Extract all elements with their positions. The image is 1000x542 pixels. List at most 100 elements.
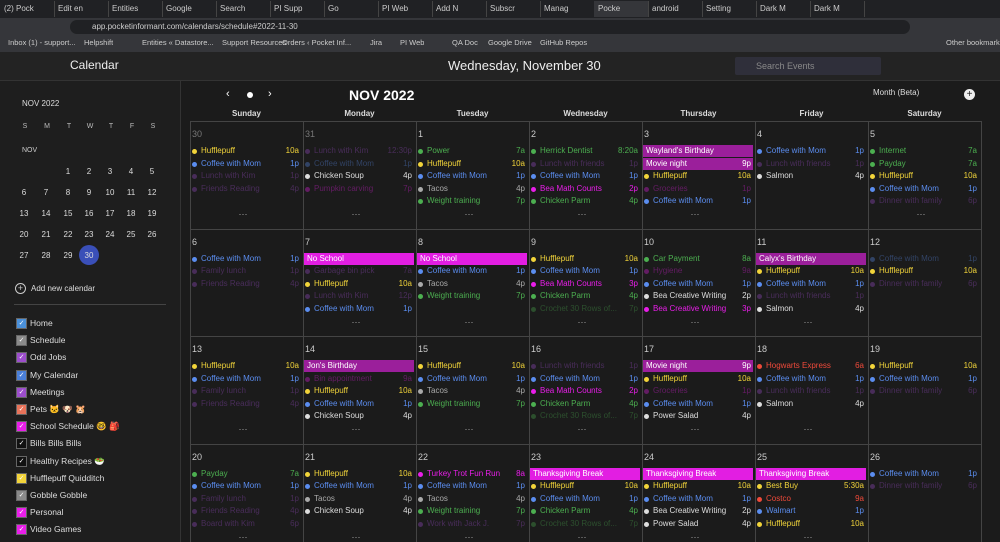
bookmark[interactable]: Google Drive	[488, 38, 532, 47]
all-day-event[interactable]: No School	[304, 252, 414, 265]
event[interactable]: Pumpkin carving 7p	[304, 183, 414, 195]
event[interactable]: Coffee with Mom 1p	[191, 253, 301, 265]
event[interactable]: Hufflepuff 10a	[530, 253, 640, 265]
more-events[interactable]: ···	[464, 316, 474, 327]
mini-day[interactable]: 8	[65, 188, 71, 197]
event[interactable]: Hufflepuff 10a	[304, 278, 414, 290]
browser-tab[interactable]: Go	[324, 1, 379, 17]
all-day-event[interactable]: Movie night 9p	[643, 157, 753, 170]
event[interactable]: Lunch with Kim 12:30p	[304, 145, 414, 157]
event[interactable]: Chicken Soup 4p	[304, 410, 414, 422]
event[interactable]: Tacos 4p	[417, 385, 527, 397]
calendar-checkbox[interactable]: ✓	[16, 524, 27, 536]
browser-tab[interactable]: Dark M	[756, 1, 811, 17]
event[interactable]: Crochet 30 Rows of... 7p	[530, 410, 640, 422]
event[interactable]: Chicken Parm 4p	[530, 398, 640, 410]
event[interactable]: Tacos 4p	[417, 493, 527, 505]
event[interactable]: Tacos 4p	[417, 278, 527, 290]
next-button[interactable]: ›	[268, 88, 272, 100]
calendar-checkbox[interactable]: ✓	[16, 421, 27, 433]
browser-tab[interactable]: Subscr	[486, 1, 541, 17]
mini-day[interactable]: 9	[86, 188, 92, 197]
event[interactable]: Hufflepuff 10a	[869, 360, 979, 372]
mini-day[interactable]: 19	[147, 209, 157, 218]
event[interactable]: Hufflepuff 10a	[530, 480, 640, 492]
more-events[interactable]: ···	[577, 531, 587, 542]
event[interactable]: Lunch with Kim 1p	[191, 170, 301, 182]
calendar-checkbox[interactable]: ✓	[16, 455, 27, 467]
event[interactable]: Bea Creative Writing 2p	[643, 505, 753, 517]
event[interactable]: Groceries 1p	[643, 183, 753, 195]
calendar-checkbox[interactable]: ✓	[16, 318, 27, 329]
event[interactable]: Coffee with Mom 1p	[530, 170, 640, 182]
mini-day[interactable]: 27	[19, 251, 29, 260]
event[interactable]: Coffee with Mom 1p	[643, 493, 753, 505]
event[interactable]: Coffee with Mom 1p	[417, 265, 527, 277]
event[interactable]: Crochet 30 Rows of... 7p	[530, 303, 640, 315]
mini-day[interactable]: 5	[149, 167, 155, 176]
more-events[interactable]: ···	[690, 209, 700, 219]
all-day-event[interactable]: Movie night 9p	[643, 360, 753, 372]
calendar-checkbox[interactable]: ✓	[16, 352, 27, 364]
event[interactable]: Coffee with Mom 1p	[530, 373, 640, 385]
mini-day[interactable]: 12	[147, 188, 157, 197]
event[interactable]: Coffee with Mom 1p	[756, 145, 866, 157]
event[interactable]: Hufflepuff 10a	[756, 518, 866, 530]
more-events[interactable]: ···	[803, 316, 813, 327]
today-dot[interactable]	[247, 92, 253, 98]
event[interactable]: Car Payment 8a	[643, 253, 753, 265]
calendar-checkbox[interactable]: ✓	[16, 490, 27, 501]
event[interactable]: Lunch with friends 1p	[756, 385, 866, 397]
event[interactable]: Bea Math Counts 2p	[530, 183, 640, 195]
more-events[interactable]: ···	[351, 531, 361, 542]
mini-day[interactable]: 29	[63, 251, 73, 260]
event[interactable]: Crochet 30 Rows of... 7p	[530, 518, 640, 530]
more-events[interactable]: ···	[803, 424, 813, 434]
event[interactable]: Chicken Parm 4p	[530, 505, 640, 517]
event[interactable]: Hygiene 9a	[643, 265, 753, 277]
event[interactable]: Groceries 1p	[643, 385, 753, 397]
event[interactable]: Coffee with Mom 1p	[304, 158, 414, 170]
event[interactable]: Coffee with Mom 1p	[756, 278, 866, 290]
more-events[interactable]: ···	[351, 316, 361, 327]
browser-tab[interactable]: Manag	[540, 1, 595, 17]
browser-tab[interactable]: android	[648, 1, 703, 17]
event[interactable]: Bea Creative Writing 3p	[643, 303, 753, 315]
calendar-checkbox[interactable]: ✓	[16, 369, 27, 381]
event[interactable]: Chicken Soup 4p	[304, 170, 414, 182]
mini-day[interactable]: 10	[105, 188, 115, 197]
event[interactable]: Hogwarts Express 6a	[756, 360, 866, 372]
calendar-checkbox[interactable]: ✓	[16, 438, 27, 450]
more-events[interactable]: ···	[464, 424, 474, 434]
mini-day[interactable]: 17	[105, 209, 115, 218]
event[interactable]: Power Salad 4p	[643, 410, 753, 422]
more-events[interactable]: ···	[238, 531, 248, 542]
add-event[interactable]: +	[964, 89, 975, 100]
bookmark[interactable]: Support Resources	[222, 38, 287, 47]
event[interactable]: Coffee with Mom 1p	[304, 398, 414, 410]
event[interactable]: Hufflepuff 10a	[417, 360, 527, 372]
bookmark[interactable]: Entities « Datastore...	[142, 38, 214, 47]
event[interactable]: Payday 7a	[869, 158, 979, 170]
event[interactable]: Coffee with Mom 1p	[869, 468, 979, 480]
event[interactable]: Coffee with Mom 1p	[530, 493, 640, 505]
all-day-event[interactable]: Thanksgiving Break	[643, 467, 753, 480]
event[interactable]: Coffee with Mom 1p	[643, 278, 753, 290]
bookmark[interactable]: QA Doc	[452, 38, 478, 47]
event[interactable]: Lunch with friends 1p	[756, 158, 866, 170]
mini-day[interactable]: 18	[126, 209, 136, 218]
event[interactable]: Hufflepuff 10a	[756, 265, 866, 277]
mini-day[interactable]: 20	[19, 230, 29, 239]
event[interactable]: Coffee with Mom 1p	[643, 398, 753, 410]
calendar-checkbox[interactable]: ✓	[16, 335, 27, 347]
event[interactable]: Hufflepuff 10a	[643, 480, 753, 492]
search-box[interactable]	[735, 57, 881, 75]
event[interactable]: Family lunch 1p	[191, 265, 301, 277]
event[interactable]: Weight training 7p	[417, 290, 527, 302]
mini-day[interactable]: 1	[65, 167, 71, 176]
bookmark[interactable]: Helpshift	[84, 38, 114, 47]
mini-day[interactable]: 14	[41, 209, 51, 218]
address-field[interactable]	[70, 20, 910, 34]
mini-day[interactable]: 26	[147, 230, 157, 239]
add-calendar[interactable]: Add new calendar	[31, 284, 96, 293]
